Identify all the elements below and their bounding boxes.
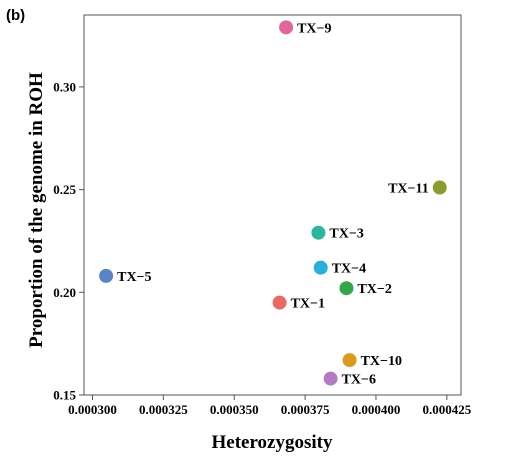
point-label: TX−3 <box>329 227 363 242</box>
point-label: TX−2 <box>357 282 391 297</box>
point-label: TX−9 <box>297 21 331 36</box>
data-points: TX−9 TX−11 TX−3 TX−4 TX−2 TX−5 TX−1 TX−10 TX−6 <box>99 20 447 388</box>
data-point <box>272 295 287 310</box>
point-label: TX−5 <box>117 270 151 285</box>
data-point <box>323 371 338 386</box>
x-tick-label: 0.000325 <box>139 402 188 417</box>
panel-label: (b) <box>6 7 25 24</box>
y-axis-title: Proportion of the genome in ROH <box>26 72 47 348</box>
point-label: TX−1 <box>291 297 325 312</box>
data-point <box>339 281 354 296</box>
y-tick-label: 0.25 <box>53 182 76 197</box>
x-tick-label: 0.000350 <box>210 402 259 417</box>
point-label: TX−10 <box>361 354 402 369</box>
data-point <box>432 180 447 195</box>
x-axis-title: Heterozygosity <box>212 432 333 453</box>
data-point <box>311 225 326 240</box>
y-tick-label: 0.30 <box>53 79 76 94</box>
data-point <box>342 353 357 368</box>
point-label: TX−11 <box>388 182 429 197</box>
x-tick-label: 0.000425 <box>422 402 471 417</box>
plot-frame <box>83 14 462 396</box>
data-point <box>279 20 294 35</box>
data-point <box>313 260 328 275</box>
point-label: TX−6 <box>342 373 376 388</box>
y-tick-label: 0.15 <box>53 388 76 403</box>
y-tick-label: 0.20 <box>53 285 76 300</box>
x-tick-label: 0.000375 <box>281 402 330 417</box>
point-label: TX−4 <box>332 262 366 277</box>
x-tick-label: 0.000300 <box>68 402 117 417</box>
y-axis: 0.15 0.20 0.25 0.30 <box>53 79 84 403</box>
x-axis: 0.000300 0.000325 0.000350 0.000375 0.000400… <box>68 395 472 417</box>
data-point <box>99 268 114 283</box>
x-tick-label: 0.000400 <box>352 402 401 417</box>
